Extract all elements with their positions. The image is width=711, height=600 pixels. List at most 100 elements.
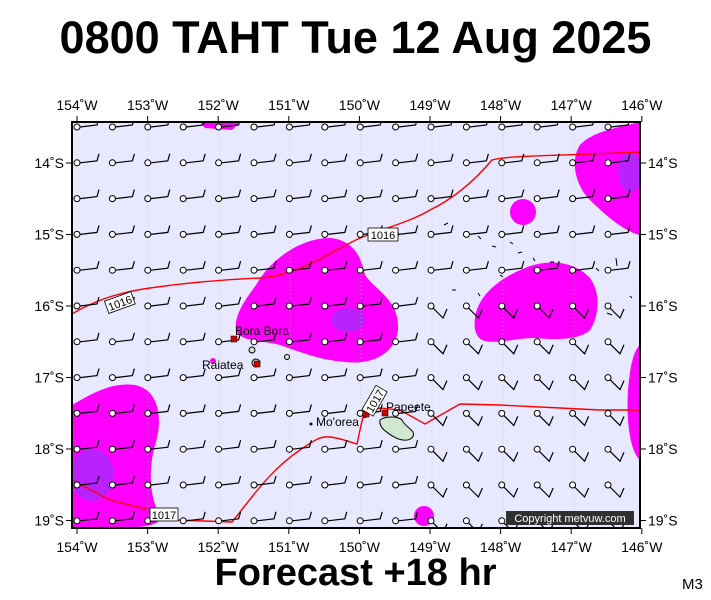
wind-barb — [538, 486, 554, 499]
wind-station — [392, 266, 400, 274]
wind-barb — [398, 332, 419, 343]
wind-station — [498, 302, 506, 310]
wind-barb — [432, 307, 448, 320]
wind-barb — [327, 153, 348, 164]
wind-barb — [540, 153, 560, 164]
wind-barb — [292, 404, 312, 414]
wind-station — [533, 481, 541, 489]
wind-station — [498, 481, 506, 489]
wind-station — [533, 302, 541, 310]
map-axes: 154˚W 154˚W 153˚W 153˚W 152˚W 152˚W 151˚W 151˚W… — [34, 97, 677, 555]
wind-barb — [292, 332, 312, 343]
wind-barb — [574, 307, 590, 320]
wind-barb — [610, 189, 631, 200]
wind-barb — [79, 404, 100, 414]
lon-label-bottom: 147˚W — [551, 539, 593, 555]
wind-barb — [221, 261, 242, 271]
wind-barb — [503, 414, 519, 427]
wind-barb — [504, 225, 525, 235]
wind-station — [321, 266, 329, 274]
wind-barb — [327, 122, 347, 128]
wind-barb — [574, 343, 590, 355]
wind-barb — [432, 379, 448, 391]
map-title: 0800 TAHT Tue 12 Aug 2025 — [59, 12, 652, 63]
wind-station — [285, 302, 293, 310]
wind-station — [356, 159, 364, 167]
wind-station — [533, 230, 541, 238]
wind-station — [321, 230, 329, 238]
wind-barb — [363, 440, 383, 450]
wind-barb — [221, 296, 242, 307]
wind-station — [144, 338, 152, 346]
wind-barb — [610, 225, 631, 235]
wind-barb — [538, 343, 554, 355]
wind-barb — [327, 368, 348, 379]
wind-station — [285, 159, 293, 167]
wind-barb — [609, 343, 625, 355]
wind-station — [427, 338, 435, 346]
wind-station — [285, 266, 293, 274]
wind-barb — [398, 122, 418, 128]
wind-barb — [574, 450, 590, 463]
wind-barb — [469, 225, 489, 235]
wind-barb — [150, 332, 171, 343]
model-label: M3 — [682, 576, 703, 593]
wind-station — [427, 230, 435, 238]
wind-station — [73, 445, 81, 453]
wind-station — [321, 445, 329, 453]
wind-station — [73, 409, 81, 417]
wind-station — [604, 445, 612, 453]
wind-barb — [150, 189, 171, 200]
wind-barb — [292, 511, 312, 522]
lon-label-top: 147˚W — [551, 97, 593, 113]
wind-station — [144, 266, 152, 274]
wind-station — [604, 266, 612, 274]
wind-barb — [256, 296, 277, 307]
wind-station — [144, 409, 152, 417]
wind-station — [569, 266, 577, 274]
wind-barb — [292, 475, 312, 486]
wind-barb — [504, 261, 525, 271]
lat-label-right: 16˚S — [648, 298, 678, 314]
lon-label-top: 153˚W — [127, 97, 169, 113]
wind-station — [215, 374, 223, 382]
wind-station — [250, 195, 258, 203]
wind-barb — [575, 153, 596, 164]
wind-barb — [221, 511, 242, 522]
lon-label-bottom: 154˚W — [56, 539, 98, 555]
wind-barb — [186, 153, 206, 164]
wind-station — [250, 123, 258, 131]
wind-station — [250, 481, 258, 489]
lon-label-top: 148˚W — [480, 97, 522, 113]
wind-station — [392, 445, 400, 453]
label-bora-bora: Bora Bora — [235, 324, 289, 338]
wind-station — [215, 445, 223, 453]
wind-barb — [398, 261, 419, 271]
wind-barb — [186, 511, 206, 522]
wind-station — [179, 445, 187, 453]
wind-station — [285, 409, 293, 417]
wind-barb — [327, 225, 348, 235]
wind-station — [569, 374, 577, 382]
wind-station — [427, 481, 435, 489]
wind-station — [498, 266, 506, 274]
wind-station — [215, 517, 223, 525]
wind-station — [356, 302, 364, 310]
wind-barb — [467, 450, 483, 463]
wind-barb — [467, 414, 483, 427]
wind-barb — [469, 153, 489, 164]
wind-barb — [186, 332, 206, 343]
wind-station — [462, 302, 470, 310]
lat-label-right: 19˚S — [648, 513, 678, 529]
wind-barb — [256, 440, 277, 450]
isobar-label-b: 1016 — [367, 227, 399, 242]
copyright-text: Copyright metvuw.com — [514, 513, 625, 525]
wind-station — [356, 481, 364, 489]
wind-barb — [469, 189, 489, 200]
wind-barb — [327, 475, 348, 486]
wind-barb — [503, 307, 519, 320]
wind-station — [179, 123, 187, 131]
wind-station — [427, 266, 435, 274]
wind-barb — [538, 379, 554, 391]
wind-barb — [363, 296, 383, 307]
